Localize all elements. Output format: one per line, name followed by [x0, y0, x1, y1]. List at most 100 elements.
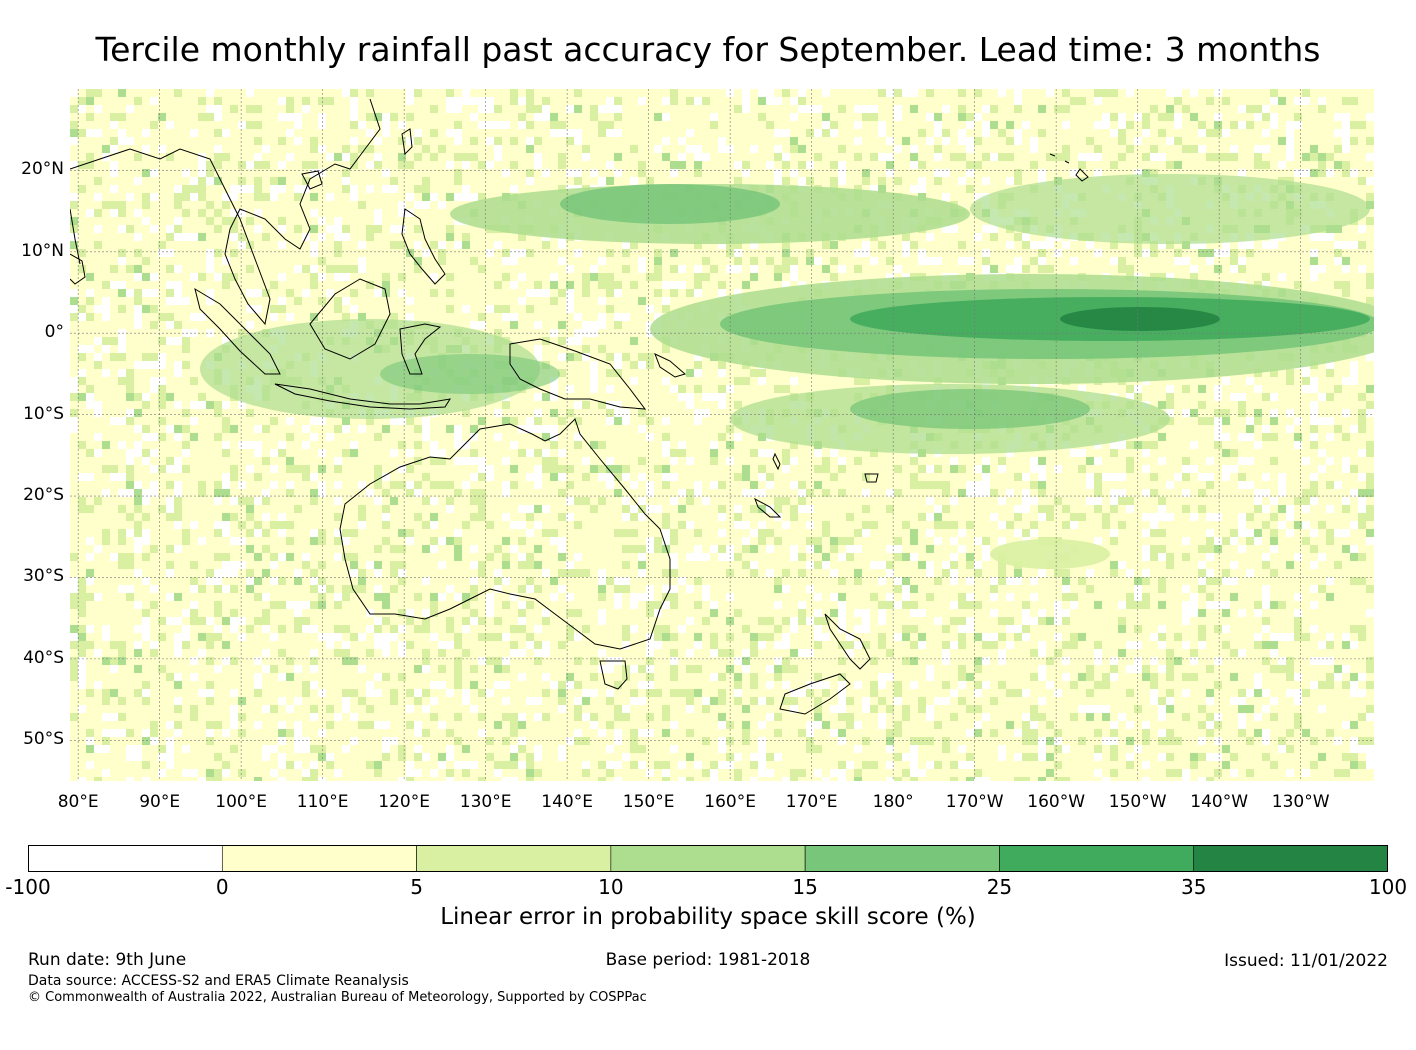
- skill-cell: [942, 489, 950, 497]
- skill-cell: [454, 713, 462, 721]
- skill-cell: [710, 121, 718, 129]
- skill-cell: [670, 601, 678, 609]
- skill-cell: [142, 737, 150, 745]
- skill-cell: [294, 625, 302, 633]
- skill-cell: [462, 97, 470, 105]
- skill-cell: [1182, 145, 1190, 153]
- skill-cell: [174, 697, 182, 705]
- skill-cell: [830, 705, 838, 713]
- skill-cell: [454, 681, 462, 689]
- skill-cell: [918, 737, 926, 745]
- skill-cell: [886, 257, 894, 265]
- skill-cell: [430, 593, 438, 601]
- skill-cell: [342, 273, 350, 281]
- skill-cell: [1014, 577, 1022, 585]
- skill-cell: [502, 657, 510, 665]
- skill-cell: [1294, 553, 1302, 561]
- skill-cell: [318, 481, 326, 489]
- skill-cell: [702, 697, 710, 705]
- skill-cell: [1230, 753, 1238, 761]
- skill-cell: [350, 633, 358, 641]
- skill-cell: [1102, 681, 1110, 689]
- skill-cell: [1206, 257, 1214, 265]
- skill-cell: [1094, 497, 1102, 505]
- skill-cell: [806, 689, 814, 697]
- colorbar-tick-label: 25: [986, 875, 1013, 899]
- skill-cell: [334, 601, 342, 609]
- skill-cell: [1014, 625, 1022, 633]
- skill-cell: [854, 641, 862, 649]
- skill-cell: [142, 353, 150, 361]
- skill-cell: [878, 241, 886, 249]
- skill-cell: [246, 513, 254, 521]
- skill-cell: [486, 305, 494, 313]
- skill-cell: [702, 769, 710, 777]
- skill-cell: [1214, 681, 1222, 689]
- skill-cell: [86, 745, 94, 753]
- skill-cell: [78, 497, 86, 505]
- skill-cell: [134, 393, 142, 401]
- skill-cell: [454, 761, 462, 769]
- skill-cell: [262, 233, 270, 241]
- skill-cell: [862, 249, 870, 257]
- skill-cell: [958, 241, 966, 249]
- skill-cell: [638, 545, 646, 553]
- skill-cell: [414, 185, 422, 193]
- skill-cell: [406, 313, 414, 321]
- skill-cell: [446, 289, 454, 297]
- skill-cell: [398, 121, 406, 129]
- skill-cell: [510, 713, 518, 721]
- skill-cell: [958, 665, 966, 673]
- skill-cell: [278, 441, 286, 449]
- skill-cell: [166, 497, 174, 505]
- skill-cell: [198, 193, 206, 201]
- skill-cell: [566, 305, 574, 313]
- skill-cell: [974, 569, 982, 577]
- skill-cell: [606, 577, 614, 585]
- skill-cell: [1254, 633, 1262, 641]
- skill-cell: [222, 553, 230, 561]
- skill-cell: [142, 577, 150, 585]
- skill-cell: [1342, 497, 1350, 505]
- skill-cell: [926, 233, 934, 241]
- skill-cell: [774, 129, 782, 137]
- skill-cell: [278, 625, 286, 633]
- skill-cell: [582, 289, 590, 297]
- skill-cell: [422, 177, 430, 185]
- skill-cell: [662, 153, 670, 161]
- skill-cell: [1310, 601, 1318, 609]
- skill-cell: [270, 481, 278, 489]
- skill-cell: [1014, 473, 1022, 481]
- skill-cell: [1030, 497, 1038, 505]
- skill-cell: [814, 465, 822, 473]
- skill-cell: [294, 729, 302, 737]
- skill-cell: [254, 305, 262, 313]
- skill-cell: [1214, 249, 1222, 257]
- skill-cell: [230, 225, 238, 233]
- skill-cell: [998, 465, 1006, 473]
- skill-cell: [366, 89, 374, 97]
- skill-cell: [1046, 89, 1054, 97]
- skill-cell: [670, 169, 678, 177]
- skill-cell: [94, 105, 102, 113]
- skill-cell: [534, 345, 542, 353]
- skill-cell: [1326, 673, 1334, 681]
- skill-cell: [142, 617, 150, 625]
- skill-cell: [102, 313, 110, 321]
- skill-cell: [1014, 513, 1022, 521]
- skill-cell: [1150, 681, 1158, 689]
- skill-cell: [262, 497, 270, 505]
- skill-cell: [166, 561, 174, 569]
- skill-cell: [966, 593, 974, 601]
- skill-cell: [646, 481, 654, 489]
- skill-cell: [814, 713, 822, 721]
- skill-cell: [678, 449, 686, 457]
- skill-cell: [430, 609, 438, 617]
- run-date: Run date: 9th June: [28, 950, 187, 970]
- skill-cell: [1334, 241, 1342, 249]
- skill-cell: [678, 281, 686, 289]
- skill-cell: [198, 489, 206, 497]
- skill-cell: [1238, 689, 1246, 697]
- skill-cell: [278, 513, 286, 521]
- skill-cell: [1094, 153, 1102, 161]
